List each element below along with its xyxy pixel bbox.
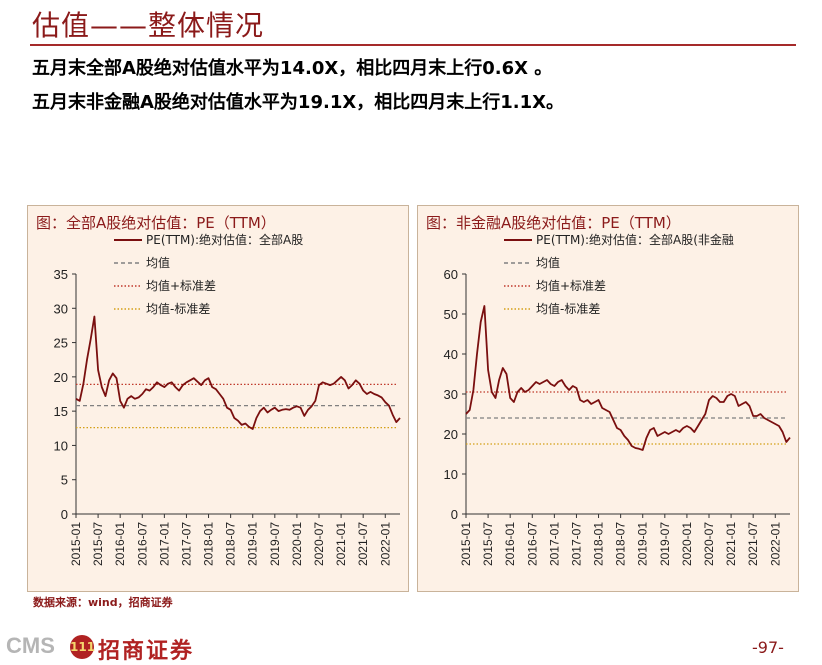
x-tick-label: 2016-07 xyxy=(525,522,539,566)
x-tick-label: 2021-07 xyxy=(746,522,760,566)
x-tick-label: 2022-01 xyxy=(378,522,392,566)
brand-logo-text: CMS xyxy=(6,633,55,658)
x-tick-label: 2017-07 xyxy=(179,522,193,566)
page-number: -97- xyxy=(752,638,784,657)
x-tick-label: 2016-01 xyxy=(503,522,517,566)
x-tick-label: 2020-07 xyxy=(312,522,326,566)
legend-label: 均值 xyxy=(146,255,170,270)
chart-panel-non-financial: 图：非金融A股绝对估值：PE（TTM） PE(TTM):绝对估值：全部A股(非金… xyxy=(417,205,799,592)
page-title: 估值——整体情况 xyxy=(32,9,265,42)
chart-title: 图：非金融A股绝对估值：PE（TTM） xyxy=(426,214,681,232)
legend-label: 均值+标准差 xyxy=(146,278,216,293)
brand-name: 招商证券 xyxy=(98,639,195,664)
chart-title: 图：全部A股绝对估值：PE（TTM） xyxy=(36,214,276,232)
x-tick-label: 2018-07 xyxy=(224,522,238,566)
x-tick-label: 2018-01 xyxy=(592,522,606,566)
x-tick-label: 2015-07 xyxy=(91,522,105,566)
x-tick-label: 2016-01 xyxy=(113,522,127,566)
x-tick-label: 2021-01 xyxy=(334,522,348,566)
y-tick-label: 0 xyxy=(61,507,68,522)
x-tick-label: 2016-07 xyxy=(135,522,149,566)
x-tick-label: 2017-01 xyxy=(547,522,561,566)
summary-line-2: 五月末非金融A股绝对估值水平为19.1X，相比四月末上行1.1X。 xyxy=(32,92,564,113)
y-tick-label: 35 xyxy=(54,267,68,282)
x-tick-label: 2017-07 xyxy=(569,522,583,566)
x-tick-label: 2021-07 xyxy=(356,522,370,566)
y-tick-label: 25 xyxy=(54,336,68,351)
y-tick-label: 20 xyxy=(444,427,458,442)
y-tick-label: 30 xyxy=(54,301,68,316)
legend-label: PE(TTM):绝对估值：全部A股(非金融 xyxy=(536,232,734,247)
pe-series-line xyxy=(75,315,401,430)
x-tick-label: 2015-07 xyxy=(481,522,495,566)
y-tick-label: 20 xyxy=(54,370,68,385)
pe-series-line xyxy=(465,305,791,451)
x-tick-label: 2019-07 xyxy=(268,522,282,566)
brand-badge-icon: 111 xyxy=(70,635,95,659)
x-tick-label: 2019-01 xyxy=(246,522,260,566)
legend-label: 均值 xyxy=(536,255,560,270)
x-tick-label: 2017-01 xyxy=(157,522,171,566)
data-source: 数据来源：wind，招商证券 xyxy=(33,596,173,609)
x-tick-label: 2018-01 xyxy=(202,522,216,566)
x-tick-label: 2019-07 xyxy=(658,522,672,566)
x-tick-label: 2020-01 xyxy=(680,522,694,566)
title-divider xyxy=(30,44,796,46)
pe-chart-all-a: PE(TTM):绝对估值：全部A股均值均值+标准差均值-标准差051015202… xyxy=(54,232,401,566)
x-tick-label: 2015-01 xyxy=(459,522,473,566)
y-tick-label: 10 xyxy=(54,438,68,453)
x-tick-label: 2021-01 xyxy=(724,522,738,566)
y-tick-label: 5 xyxy=(61,473,68,488)
chart-panel-all-a: 图：全部A股绝对估值：PE（TTM） PE(TTM):绝对估值：全部A股 均值均值… xyxy=(27,205,409,592)
x-tick-label: 2019-01 xyxy=(636,522,650,566)
y-tick-label: 50 xyxy=(444,307,458,322)
legend-label: PE(TTM):绝对估值：全部A股 xyxy=(146,232,303,247)
legend-label: 均值+标准差 xyxy=(536,278,606,293)
y-tick-label: 15 xyxy=(54,404,68,419)
y-tick-label: 40 xyxy=(444,347,458,362)
y-tick-label: 0 xyxy=(451,507,458,522)
x-tick-label: 2022-01 xyxy=(768,522,782,566)
x-tick-label: 2015-01 xyxy=(69,522,83,566)
legend-label: 均值-标准差 xyxy=(146,301,210,316)
x-tick-label: 2020-01 xyxy=(290,522,304,566)
y-tick-label: 60 xyxy=(444,267,458,282)
x-tick-label: 2018-07 xyxy=(614,522,628,566)
legend-label: 均值-标准差 xyxy=(536,301,600,316)
y-tick-label: 10 xyxy=(444,467,458,482)
x-tick-label: 2020-07 xyxy=(702,522,716,566)
y-tick-label: 30 xyxy=(444,387,458,402)
summary-line-1: 五月末全部A股绝对估值水平为14.0X，相比四月末上行0.6X 。 xyxy=(32,58,553,79)
